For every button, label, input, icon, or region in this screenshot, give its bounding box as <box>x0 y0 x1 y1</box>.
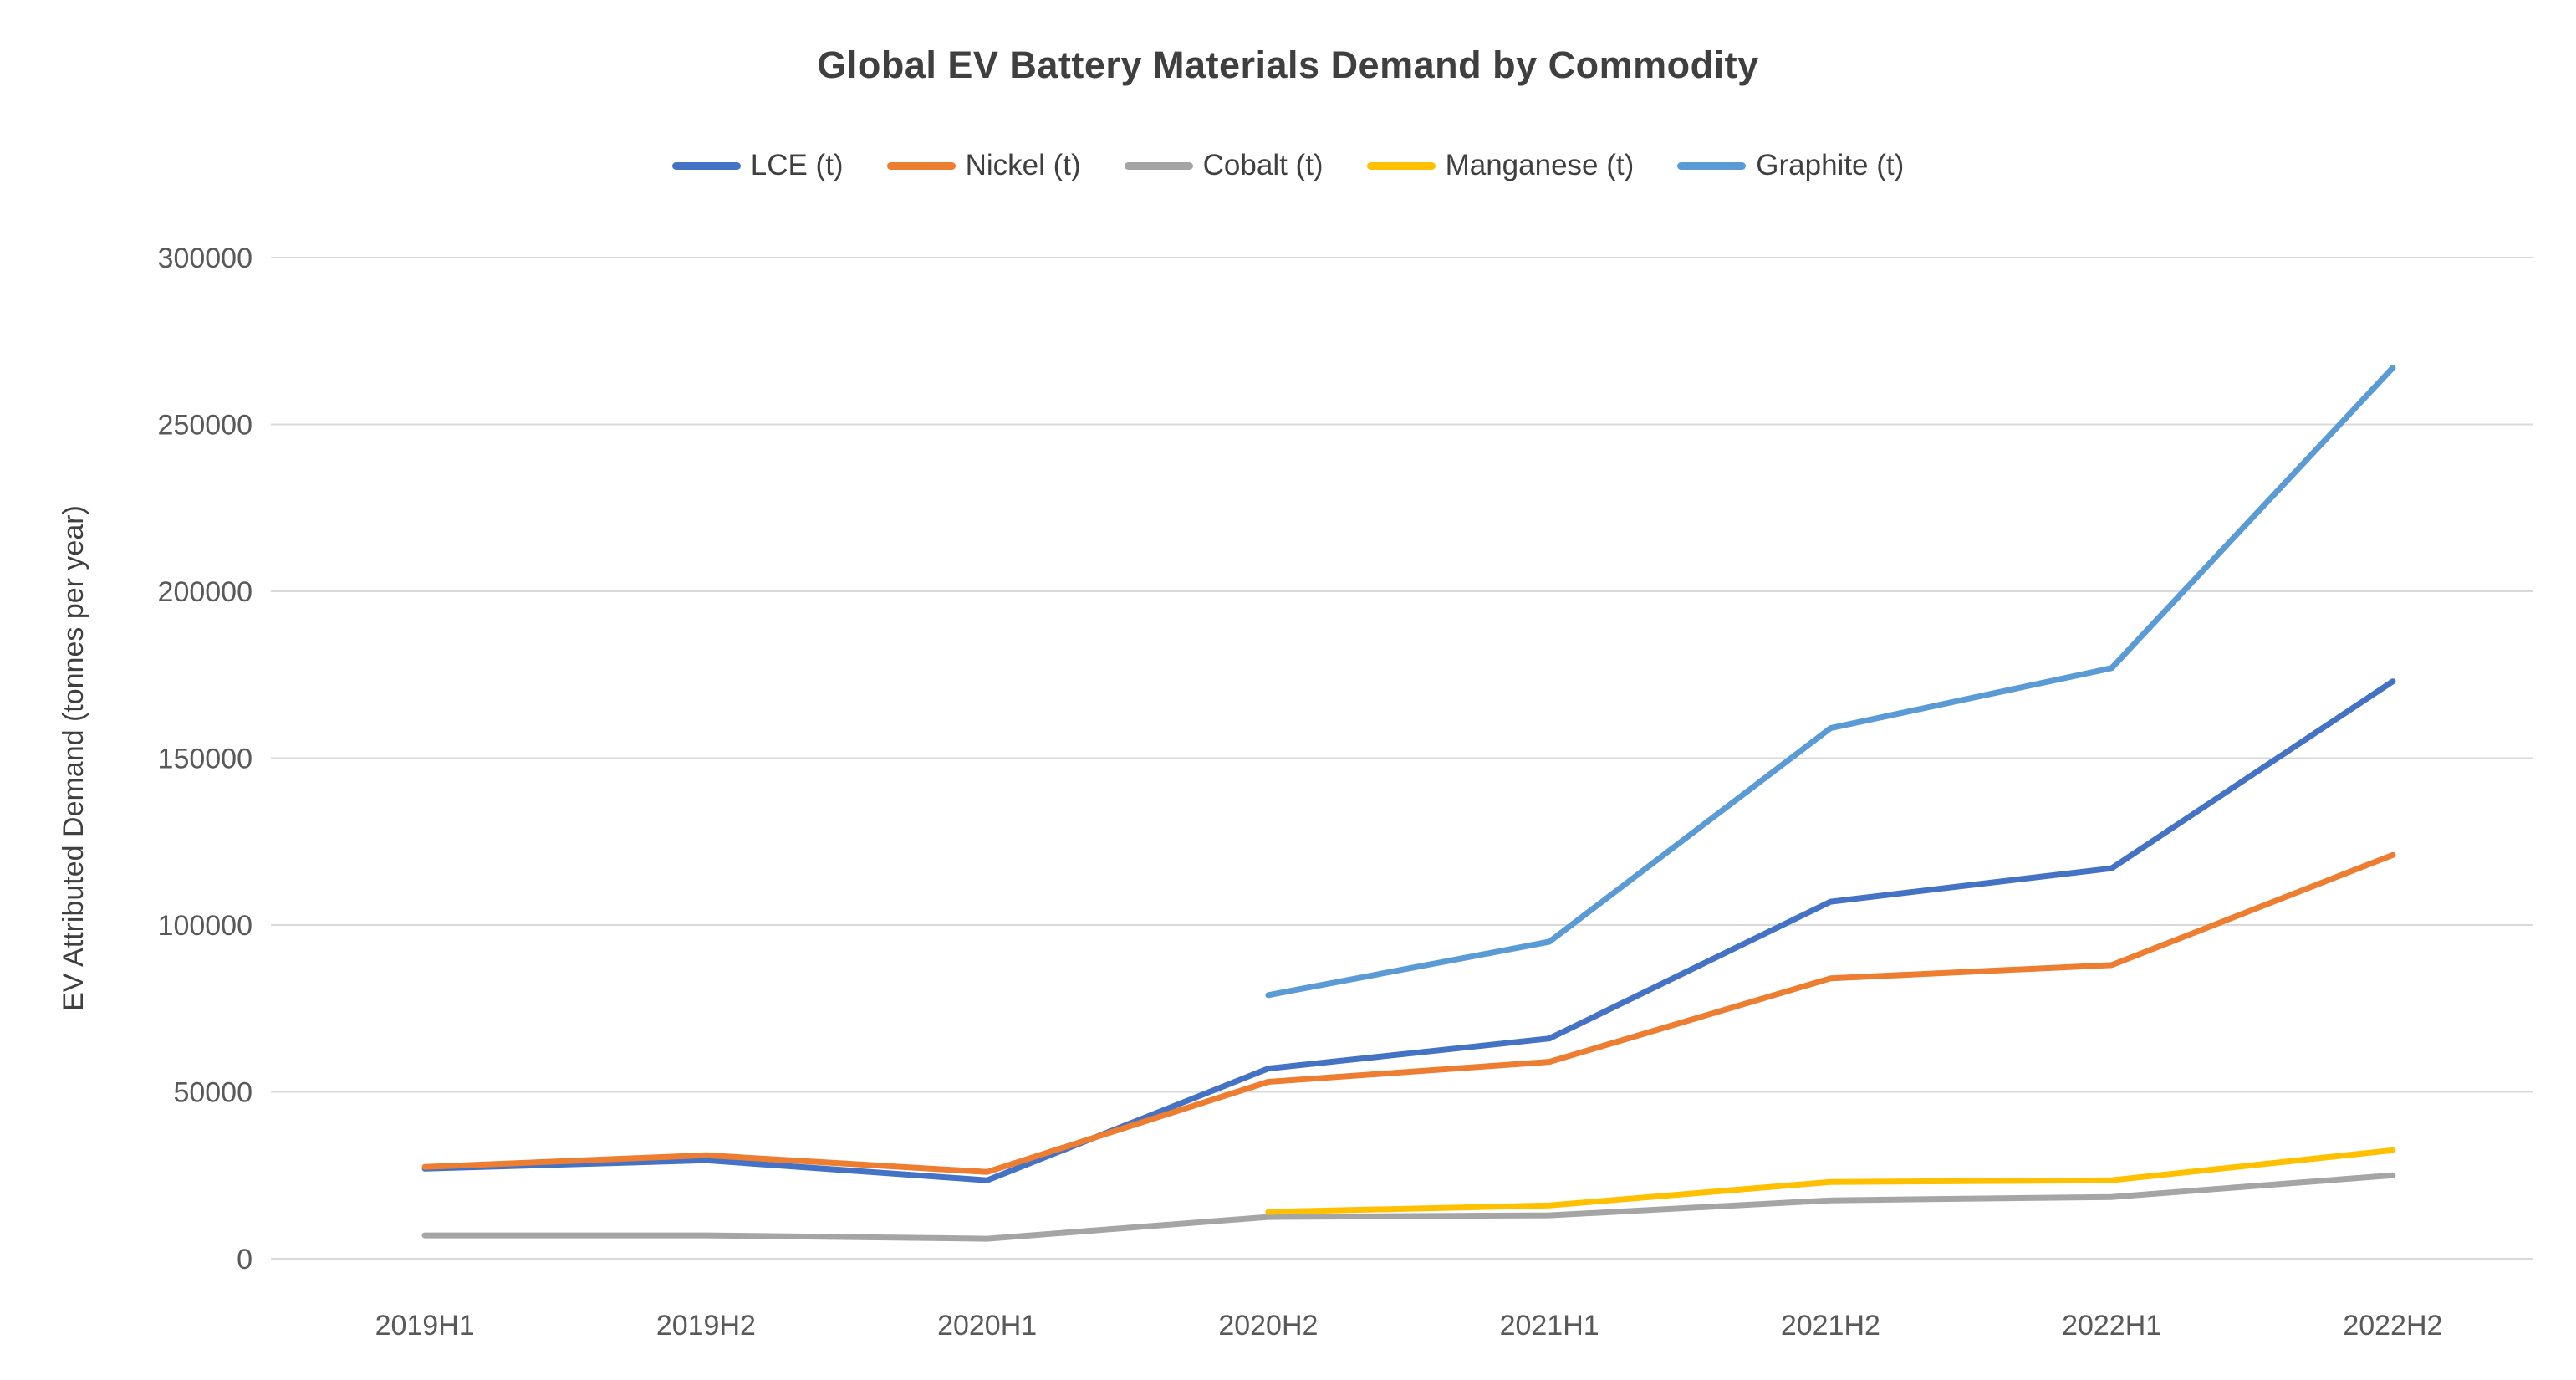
legend-swatch-nickel-t <box>886 161 956 170</box>
series-line-graphite-t <box>1265 365 2396 999</box>
y-tick-label: 150000 <box>158 744 252 775</box>
legend-item-graphite-t: Graphite (t) <box>1677 149 1904 182</box>
series-line-cobalt-t <box>421 1172 2396 1242</box>
legend-swatch-cobalt-t <box>1124 161 1193 170</box>
y-tick-label: 200000 <box>158 576 252 608</box>
y-tick-label: 0 <box>237 1244 252 1275</box>
legend-label: LCE (t) <box>750 149 844 181</box>
legend: LCE (t) Nickel (t) Cobalt (t) Manganese (t)… <box>0 149 2576 182</box>
legend-label: Manganese (t) <box>1445 149 1635 181</box>
series-line-nickel-t <box>421 851 2396 1175</box>
x-tick-label: 2022H1 <box>2062 1310 2161 1342</box>
y-tick-label: 100000 <box>158 910 252 942</box>
legend-swatch-lce-t <box>671 161 741 170</box>
x-tick-label: 2022H2 <box>2343 1310 2442 1342</box>
series-line-lce-t <box>421 678 2396 1183</box>
legend-item-nickel-t: Nickel (t) <box>886 149 1081 182</box>
legend-item-cobalt-t: Cobalt (t) <box>1124 149 1324 182</box>
x-tick-label: 2019H2 <box>656 1310 756 1342</box>
legend-label: Nickel (t) <box>965 149 1081 181</box>
legend-item-lce-t: LCE (t) <box>671 149 844 182</box>
y-tick-label: 300000 <box>158 243 252 274</box>
x-tick-label: 2019H1 <box>375 1310 475 1342</box>
x-tick-label: 2021H2 <box>1781 1310 1880 1342</box>
series-line-manganese-t <box>1265 1147 2396 1215</box>
chart-title: Global EV Battery Materials Demand by Co… <box>817 43 1759 86</box>
legend-swatch-manganese-t <box>1366 161 1436 170</box>
y-tick-label: 250000 <box>158 410 252 442</box>
legend-label: Graphite (t) <box>1756 149 1905 181</box>
y-tick-label: 50000 <box>173 1077 252 1109</box>
x-tick-label: 2021H1 <box>1500 1310 1599 1342</box>
x-tick-label: 2020H1 <box>937 1310 1037 1342</box>
legend-label: Cobalt (t) <box>1202 149 1324 181</box>
x-tick-label: 2020H2 <box>1218 1310 1318 1342</box>
legend-item-manganese-t: Manganese (t) <box>1366 149 1635 182</box>
legend-swatch-graphite-t <box>1677 161 1747 170</box>
